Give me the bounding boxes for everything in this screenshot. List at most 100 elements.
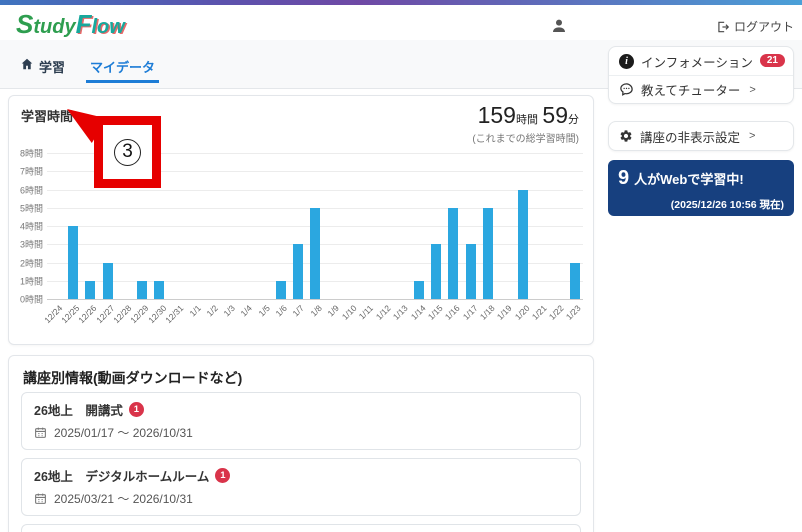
annotation-callout-3: 3 bbox=[67, 109, 161, 188]
sidebar-item-hide-course-settings[interactable]: 講座の非表示設定 > bbox=[609, 122, 793, 150]
user-menu-button[interactable] bbox=[550, 17, 568, 35]
bar-slot bbox=[82, 153, 99, 299]
bar-12/27 bbox=[102, 262, 113, 299]
bar-slot bbox=[47, 153, 64, 299]
sidebar-settings-card: 講座の非表示設定 > bbox=[608, 121, 794, 151]
x-axis-tick: 1/21 bbox=[529, 303, 549, 322]
x-axis-tick: 1/8 bbox=[308, 303, 324, 319]
bar-slot bbox=[410, 153, 427, 299]
bar-12/29 bbox=[137, 280, 148, 299]
x-axis-tick: 1/7 bbox=[290, 303, 307, 319]
bar-12/30 bbox=[154, 280, 165, 299]
tab-learn[interactable]: 学習 bbox=[20, 52, 65, 86]
sidebar-item-tutor[interactable]: 教えてチューター > bbox=[609, 75, 793, 103]
gridline bbox=[47, 171, 583, 173]
information-label: インフォメーション bbox=[641, 55, 753, 70]
bar-slot bbox=[237, 153, 254, 299]
course-period: 2025/03/21 ～ 2026/10/31 bbox=[54, 492, 193, 506]
bar-slot bbox=[531, 153, 548, 299]
online-users-timestamp: (2025/12/26 10:56 現在) bbox=[670, 199, 784, 211]
y-axis-tick: 5時間 bbox=[19, 203, 43, 214]
y-axis-tick: 1時間 bbox=[19, 276, 43, 287]
bar-1/16 bbox=[448, 207, 459, 299]
bar-slot bbox=[255, 153, 272, 299]
gridline bbox=[47, 299, 583, 300]
logout-label: ログアウト bbox=[733, 20, 794, 34]
bar-slot bbox=[514, 153, 531, 299]
x-axis-tick: 12/31 bbox=[163, 303, 186, 326]
study-time-card: 学習時間 159時間 59分 (これまでの総学習時間) 3 0時間 1時間 2時間 3… bbox=[8, 95, 594, 345]
home-icon bbox=[20, 57, 34, 71]
y-axis-tick: 6時間 bbox=[19, 185, 43, 195]
x-axis-tick: 1/16 bbox=[443, 303, 462, 322]
tab-learn-label: 学習 bbox=[39, 60, 66, 75]
course-info-card: 講座別情報(動画ダウンロードなど) 26地上 開講式 1 2025/01/17 … bbox=[8, 355, 594, 532]
bar-slot bbox=[99, 153, 116, 299]
x-axis-tick: 1/5 bbox=[256, 303, 272, 319]
bar-12/25 bbox=[67, 226, 78, 299]
total-time-caption: (これまでの総学習時間) bbox=[472, 134, 579, 145]
sidebar-links-card: i インフォメーション > 21 教えてチューター > bbox=[608, 46, 794, 104]
total-time-value: 159時間 59分 bbox=[477, 102, 579, 128]
bar-chart-plot: 0時間 1時間 2時間 3時間 4時間 5時間 6時間 7時間 8時間 bbox=[20, 149, 583, 305]
bar-chart-bars bbox=[47, 153, 583, 299]
bar-12/26 bbox=[85, 280, 96, 299]
bar-chart-xlabels: 12/24 12/25 12/26 12/27 12/28 12/29 12/30 12/31… bbox=[42, 299, 583, 335]
bar-1/7 bbox=[292, 244, 303, 299]
chevron-right-icon: > bbox=[749, 83, 756, 96]
bar-slot bbox=[393, 153, 410, 299]
bar-slot bbox=[358, 153, 375, 299]
calendar-icon bbox=[34, 492, 47, 505]
x-axis-tick: 1/15 bbox=[425, 303, 445, 322]
bar-1/20 bbox=[517, 189, 528, 299]
course-item[interactable]: 26地上 開講式 1 2025/01/17 ～ 2026/10/31 bbox=[21, 392, 581, 450]
course-badge: 1 bbox=[215, 468, 231, 483]
y-axis-tick: 3時間 bbox=[19, 239, 43, 250]
x-axis-tick: 1/6 bbox=[273, 303, 289, 319]
course-info-title: 講座別情報(動画ダウンロードなど) bbox=[23, 370, 243, 386]
x-axis-tick: 1/10 bbox=[339, 303, 359, 322]
app-header: StudyFlow ログアウト bbox=[0, 5, 802, 40]
bar-slot bbox=[220, 153, 237, 299]
x-axis-tick: 1/1 bbox=[187, 303, 203, 319]
bar-1/23 bbox=[569, 262, 580, 299]
info-icon: i bbox=[619, 53, 634, 69]
tab-mydata[interactable]: マイデータ bbox=[86, 52, 160, 83]
x-axis-tick: 1/11 bbox=[357, 303, 376, 322]
course-item-title: 26地上 デジタルホームルーム bbox=[34, 470, 210, 484]
bar-1/17 bbox=[465, 244, 476, 299]
course-period: 2025/01/17 ～ 2026/10/31 bbox=[54, 426, 193, 440]
hide-settings-label: 講座の非表示設定 bbox=[640, 130, 741, 145]
bar-slot bbox=[566, 153, 583, 299]
bar-slot bbox=[272, 153, 289, 299]
bar-slot bbox=[445, 153, 462, 299]
y-axis-tick: 7時間 bbox=[19, 166, 43, 177]
logout-button[interactable]: ログアウト bbox=[716, 18, 794, 35]
y-axis-tick: 8時間 bbox=[19, 148, 43, 159]
annotation-callout-tail bbox=[67, 109, 107, 143]
bar-1/6 bbox=[275, 280, 286, 299]
bar-slot bbox=[497, 153, 514, 299]
x-axis-tick: 1/22 bbox=[546, 303, 566, 322]
course-item[interactable]: 26地上 教養マスター 2025/01/17 ～ 2026/10/31 bbox=[21, 524, 581, 532]
x-axis-tick: 1/13 bbox=[391, 303, 411, 322]
x-axis-tick: 1/14 bbox=[408, 303, 428, 322]
study-time-title: 学習時間 bbox=[21, 109, 74, 124]
x-axis-tick: 1/2 bbox=[204, 303, 220, 319]
online-users-line: 9 人がWebで学習中! bbox=[618, 167, 784, 190]
app-logo[interactable]: StudyFlow bbox=[16, 9, 125, 40]
tab-mydata-label: マイデータ bbox=[90, 60, 156, 75]
bar-slot bbox=[289, 153, 306, 299]
total-study-time: 159時間 59分 (これまでの総学習時間) bbox=[472, 102, 579, 145]
y-axis-tick: 4時間 bbox=[19, 221, 43, 232]
online-users-count: 9 bbox=[618, 167, 630, 189]
bar-1/14 bbox=[413, 280, 424, 299]
sidebar-item-information[interactable]: i インフォメーション > 21 bbox=[609, 47, 793, 75]
study-time-bar-chart: 0時間 1時間 2時間 3時間 4時間 5時間 6時間 7時間 8時間 12/24 12/25 12… bbox=[17, 149, 583, 335]
bar-1/8 bbox=[310, 207, 321, 299]
course-item[interactable]: 26地上 デジタルホームルーム 1 2025/03/21 ～ 2026/10/3… bbox=[21, 458, 581, 516]
x-axis-tick: 1/3 bbox=[221, 303, 238, 319]
tutor-label: 教えてチューター bbox=[641, 84, 741, 98]
chevron-right-icon: > bbox=[749, 130, 756, 142]
x-axis-tick: 1/17 bbox=[460, 303, 480, 322]
